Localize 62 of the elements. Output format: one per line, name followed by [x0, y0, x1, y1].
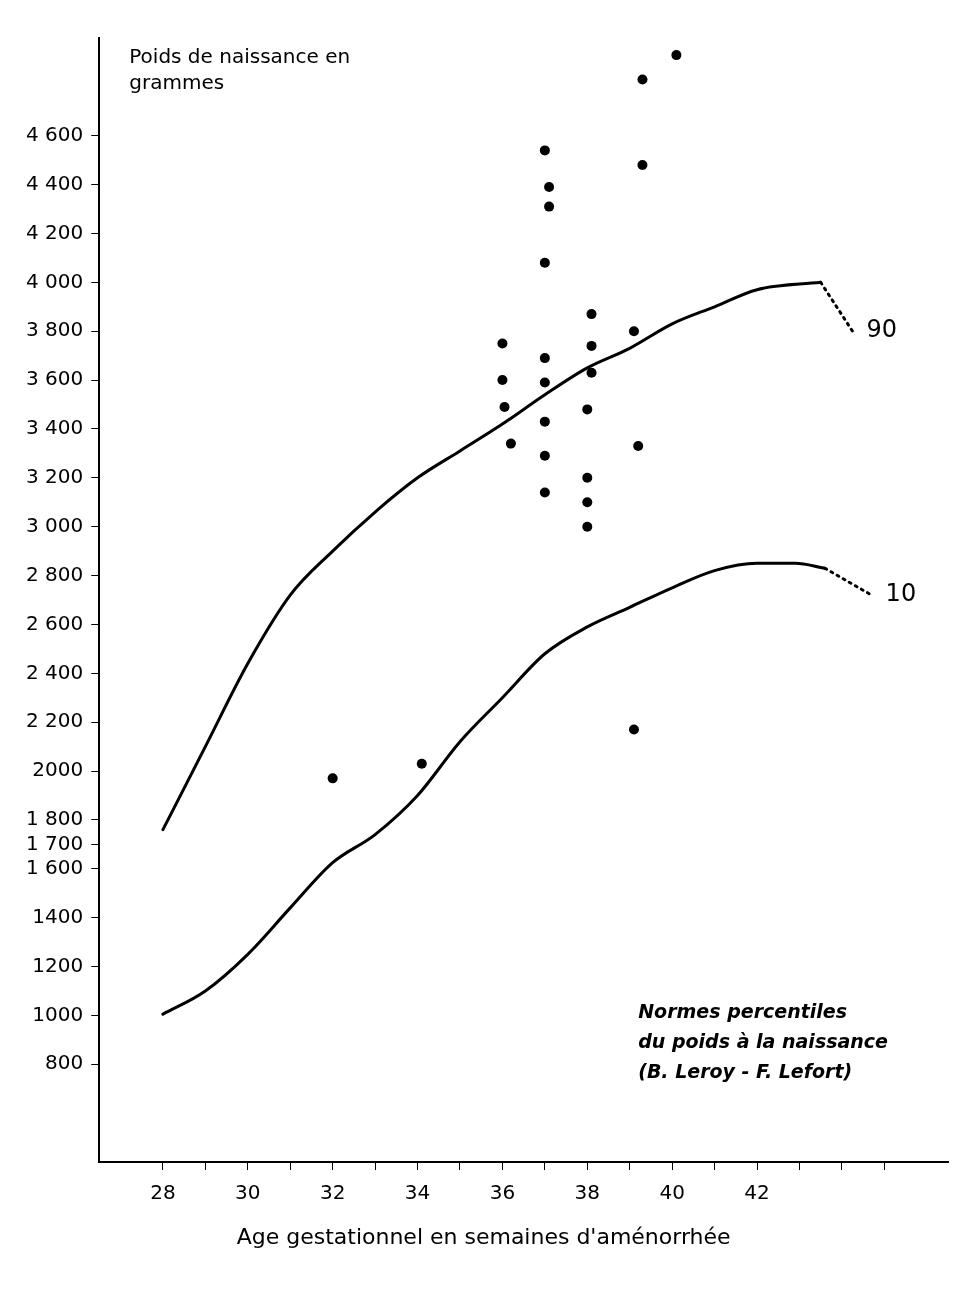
y-tick-label: 2 600 [25, 610, 84, 635]
y-tick-label: 3 000 [25, 512, 84, 537]
y-tick-label: 800 [45, 1050, 84, 1075]
point [586, 309, 597, 320]
text: 10 [885, 579, 917, 608]
point [539, 377, 550, 388]
y-tick-label: 1 800 [25, 806, 84, 831]
x-axis-title: Age gestationnel en semaines d'aménorrhée [236, 1223, 731, 1249]
x-tick-label: 40 [659, 1180, 685, 1205]
x-tick-label: 34 [404, 1180, 431, 1205]
y-tick-label: 1 600 [25, 854, 84, 879]
point [628, 724, 639, 735]
y-tick-label: 2 800 [25, 561, 84, 586]
y-tick-label: 2 200 [25, 708, 84, 733]
y-tick-label: 1 700 [25, 830, 84, 855]
y-tick-label: 4 200 [25, 219, 84, 244]
point [633, 441, 644, 452]
x-tick-label: 28 [150, 1180, 176, 1205]
point [539, 145, 550, 156]
point [416, 758, 427, 769]
y-tick-label: 3 200 [25, 464, 84, 489]
point [539, 450, 550, 461]
point [539, 416, 550, 427]
point [582, 404, 593, 415]
point [539, 257, 550, 268]
point [637, 160, 648, 171]
point [497, 375, 508, 386]
y-tick-label: 3 600 [25, 366, 84, 391]
point [505, 438, 516, 449]
y-tick-label: 4 600 [25, 121, 84, 146]
point [671, 50, 682, 61]
point [637, 74, 648, 85]
y-tick-label: 1400 [32, 903, 84, 928]
point [586, 367, 597, 378]
point [582, 472, 593, 483]
point [582, 521, 593, 532]
point [327, 773, 338, 784]
x-tick-label: 42 [744, 1180, 770, 1205]
y-tick-label: 2 400 [25, 659, 84, 684]
point [497, 338, 508, 349]
point [544, 201, 555, 212]
point [539, 353, 550, 364]
x-tick-label: 38 [574, 1180, 601, 1205]
y-axis-title: Poids de naissance en grammes [129, 44, 351, 95]
point [544, 182, 555, 193]
point [582, 497, 593, 508]
y-tick-label: 1200 [32, 952, 84, 977]
point [499, 401, 510, 412]
point [539, 487, 550, 498]
text: 90 [866, 315, 898, 344]
y-tick-label: 3 800 [25, 317, 84, 342]
y-tick-label: 1000 [32, 1001, 84, 1026]
y-tick-label: 2000 [32, 757, 84, 782]
annotation: Normes percentiles du poids à la naissance (B. Leroy - F. Lefort) [638, 999, 889, 1082]
x-tick-label: 36 [489, 1180, 516, 1205]
y-tick-label: 4 000 [25, 268, 84, 293]
x-tick-label: 32 [319, 1180, 346, 1205]
x-tick-label: 30 [235, 1180, 261, 1205]
y-tick-label: 4 400 [25, 170, 84, 195]
point [628, 326, 639, 337]
point [586, 340, 597, 351]
y-tick-label: 3 400 [25, 415, 84, 440]
